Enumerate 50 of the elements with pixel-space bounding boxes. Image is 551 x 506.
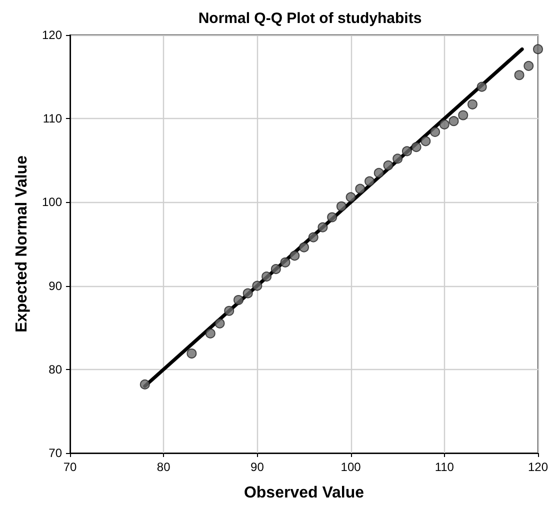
point bbox=[514, 70, 524, 80]
x-tick-label: 120 bbox=[528, 460, 548, 474]
point bbox=[308, 232, 318, 242]
point bbox=[420, 136, 431, 146]
y-tick-label: 80 bbox=[48, 362, 62, 376]
point bbox=[364, 176, 375, 186]
point bbox=[411, 142, 422, 152]
point bbox=[318, 222, 328, 232]
y-tick-label: 90 bbox=[48, 278, 62, 293]
x-tick-label: 70 bbox=[63, 460, 77, 474]
point bbox=[448, 116, 459, 126]
point bbox=[205, 328, 216, 338]
x-tick-label: 80 bbox=[156, 460, 171, 474]
point bbox=[476, 82, 487, 92]
point bbox=[524, 60, 534, 71]
point bbox=[270, 264, 281, 274]
chart-title: Normal Q-Q Plot of studyhabits bbox=[198, 10, 422, 27]
point bbox=[280, 257, 290, 268]
y-tick-label: 100 bbox=[42, 195, 62, 210]
point bbox=[346, 192, 356, 202]
x-tick-label: 90 bbox=[250, 460, 264, 474]
point bbox=[458, 110, 468, 120]
point bbox=[252, 280, 262, 291]
point bbox=[402, 146, 412, 156]
point bbox=[140, 379, 150, 390]
y-tick-label: 120 bbox=[42, 28, 62, 42]
point bbox=[233, 295, 244, 306]
y-tick-label: 70 bbox=[48, 446, 62, 460]
point bbox=[374, 168, 384, 178]
point bbox=[355, 184, 366, 194]
point bbox=[336, 201, 346, 212]
point bbox=[430, 126, 440, 137]
point bbox=[299, 242, 309, 252]
y-axis-title: Expected Normal Value bbox=[14, 155, 30, 332]
point bbox=[327, 212, 338, 222]
point bbox=[467, 99, 478, 110]
point bbox=[242, 288, 253, 298]
x-tick-label: 110 bbox=[434, 460, 454, 474]
point bbox=[533, 44, 543, 54]
point bbox=[383, 160, 394, 170]
point bbox=[186, 348, 197, 359]
point bbox=[262, 272, 272, 282]
point bbox=[214, 318, 225, 328]
point bbox=[439, 119, 450, 130]
x-tick-label: 100 bbox=[340, 460, 362, 474]
point bbox=[392, 154, 403, 164]
y-tick-label: 110 bbox=[42, 112, 62, 126]
point bbox=[290, 250, 300, 261]
point bbox=[224, 306, 234, 316]
x-axis-title: Observed Value bbox=[244, 484, 364, 502]
